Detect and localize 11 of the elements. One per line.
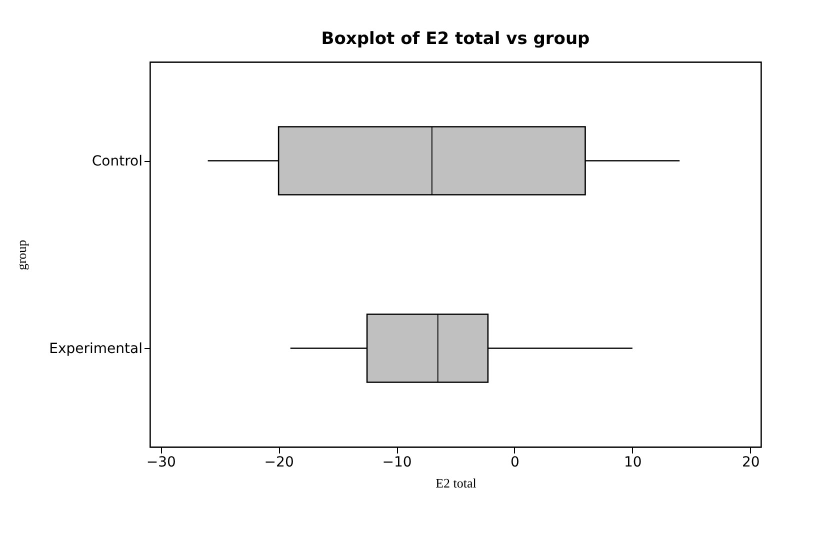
x-tick-label: −10 xyxy=(382,454,412,470)
y-tick-label: Control xyxy=(92,153,142,170)
x-tick-label: −20 xyxy=(264,454,294,470)
chart-title: Boxplot of E2 total vs group xyxy=(321,29,590,49)
x-tick-label: 10 xyxy=(624,454,642,470)
x-tick-label: 0 xyxy=(510,454,520,470)
y-tick-label: Experimental xyxy=(49,340,142,357)
x-tick-label: 20 xyxy=(742,454,760,470)
x-axis-title: E2 total xyxy=(436,476,477,490)
y-axis-title: group xyxy=(14,240,30,270)
x-tick-label: −30 xyxy=(146,454,176,470)
